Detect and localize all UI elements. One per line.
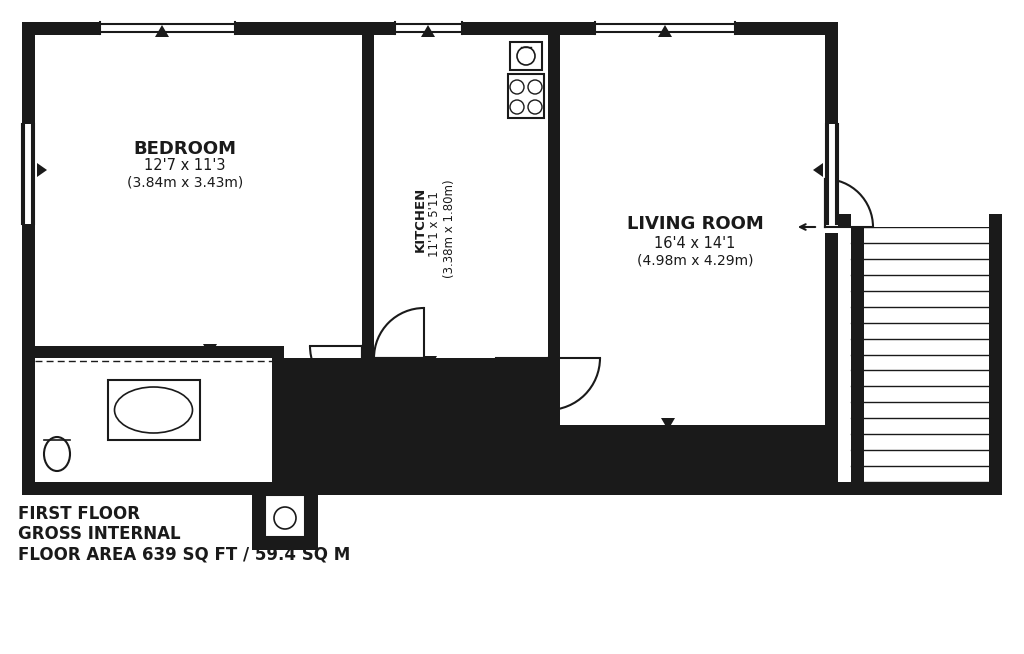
Bar bbox=[496, 346, 548, 358]
Bar bbox=[272, 346, 284, 482]
Polygon shape bbox=[813, 163, 823, 177]
Polygon shape bbox=[421, 25, 435, 37]
Polygon shape bbox=[423, 356, 437, 368]
Polygon shape bbox=[155, 25, 169, 37]
Bar bbox=[22, 124, 35, 224]
Bar bbox=[284, 358, 548, 482]
Bar bbox=[825, 22, 838, 482]
Text: FIRST FLOOR: FIRST FLOOR bbox=[18, 505, 140, 523]
Bar bbox=[374, 346, 424, 358]
Bar bbox=[989, 214, 1002, 495]
Text: (3.38m x 1.80m): (3.38m x 1.80m) bbox=[443, 180, 457, 279]
Bar bbox=[508, 74, 544, 118]
Bar bbox=[838, 214, 1002, 227]
Circle shape bbox=[528, 80, 542, 94]
Text: 11'1 x 5'11: 11'1 x 5'11 bbox=[428, 191, 441, 257]
Bar bbox=[252, 495, 318, 550]
Text: LIVING ROOM: LIVING ROOM bbox=[627, 215, 763, 233]
Bar bbox=[374, 35, 548, 482]
Bar bbox=[838, 482, 1002, 495]
Polygon shape bbox=[203, 344, 217, 356]
Text: 16'4 x 14'1: 16'4 x 14'1 bbox=[654, 237, 735, 252]
Polygon shape bbox=[658, 25, 672, 37]
Polygon shape bbox=[662, 418, 675, 430]
Bar bbox=[22, 22, 838, 35]
Bar bbox=[35, 358, 272, 482]
Bar bbox=[825, 124, 839, 224]
Bar bbox=[35, 35, 362, 346]
Text: (4.98m x 4.29m): (4.98m x 4.29m) bbox=[637, 254, 754, 268]
Bar bbox=[851, 214, 989, 227]
Bar bbox=[560, 35, 825, 425]
Bar bbox=[362, 35, 374, 482]
Bar bbox=[252, 537, 318, 550]
Bar bbox=[35, 346, 278, 358]
Text: 12'7 x 11'3: 12'7 x 11'3 bbox=[144, 158, 225, 173]
Bar bbox=[595, 21, 735, 35]
Bar bbox=[851, 227, 864, 482]
Circle shape bbox=[528, 100, 542, 114]
Bar bbox=[838, 214, 1002, 495]
Bar bbox=[22, 482, 838, 495]
Bar bbox=[560, 425, 825, 482]
Bar bbox=[22, 22, 35, 495]
Bar bbox=[305, 495, 318, 550]
Bar bbox=[22, 22, 838, 495]
Polygon shape bbox=[37, 163, 47, 177]
Text: FLOOR AREA 639 SQ FT / 59.4 SQ M: FLOOR AREA 639 SQ FT / 59.4 SQ M bbox=[18, 545, 350, 563]
Text: BEDROOM: BEDROOM bbox=[133, 140, 237, 158]
Circle shape bbox=[510, 80, 524, 94]
Bar bbox=[252, 495, 265, 550]
Circle shape bbox=[274, 507, 296, 529]
Bar bbox=[825, 221, 838, 233]
Bar bbox=[108, 380, 200, 440]
Bar bbox=[310, 346, 362, 358]
Ellipse shape bbox=[115, 387, 193, 433]
Bar bbox=[510, 42, 542, 70]
Bar bbox=[548, 35, 560, 482]
Circle shape bbox=[517, 47, 535, 65]
Bar bbox=[100, 21, 234, 35]
Bar bbox=[439, 398, 483, 442]
Text: GROSS INTERNAL: GROSS INTERNAL bbox=[18, 525, 180, 543]
Ellipse shape bbox=[44, 437, 70, 471]
Text: (3.84m x 3.43m): (3.84m x 3.43m) bbox=[127, 175, 243, 189]
Bar bbox=[265, 495, 305, 537]
Circle shape bbox=[510, 100, 524, 114]
Text: KITCHEN: KITCHEN bbox=[414, 186, 427, 252]
Bar bbox=[395, 21, 462, 35]
